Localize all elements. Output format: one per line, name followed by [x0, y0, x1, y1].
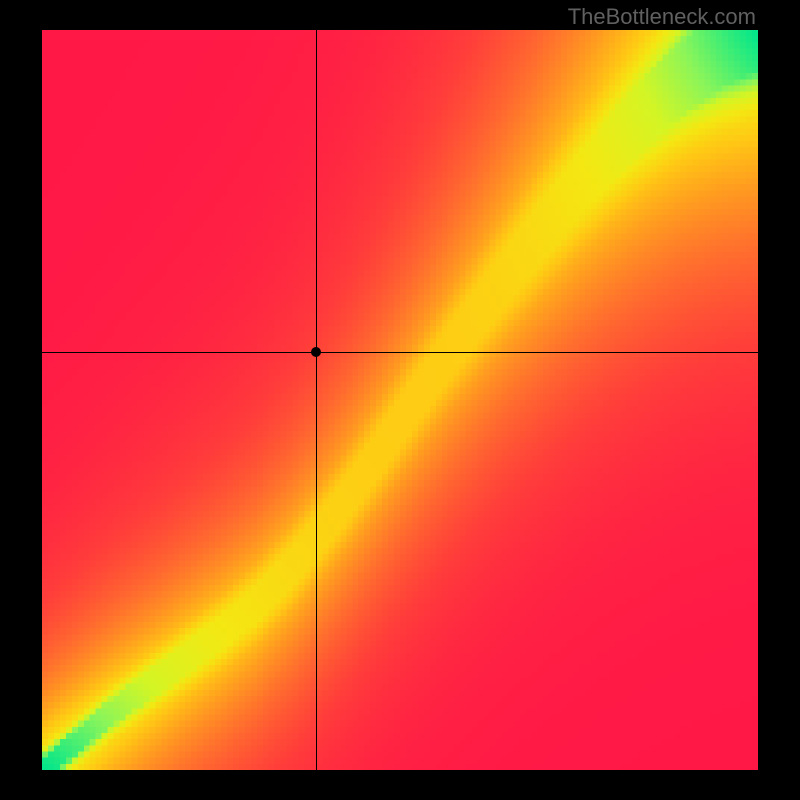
crosshair-horizontal: [42, 352, 758, 353]
crosshair-vertical: [316, 30, 317, 770]
bottleneck-heatmap: [42, 30, 758, 770]
data-point-marker: [311, 347, 321, 357]
watermark-text: TheBottleneck.com: [568, 4, 756, 30]
